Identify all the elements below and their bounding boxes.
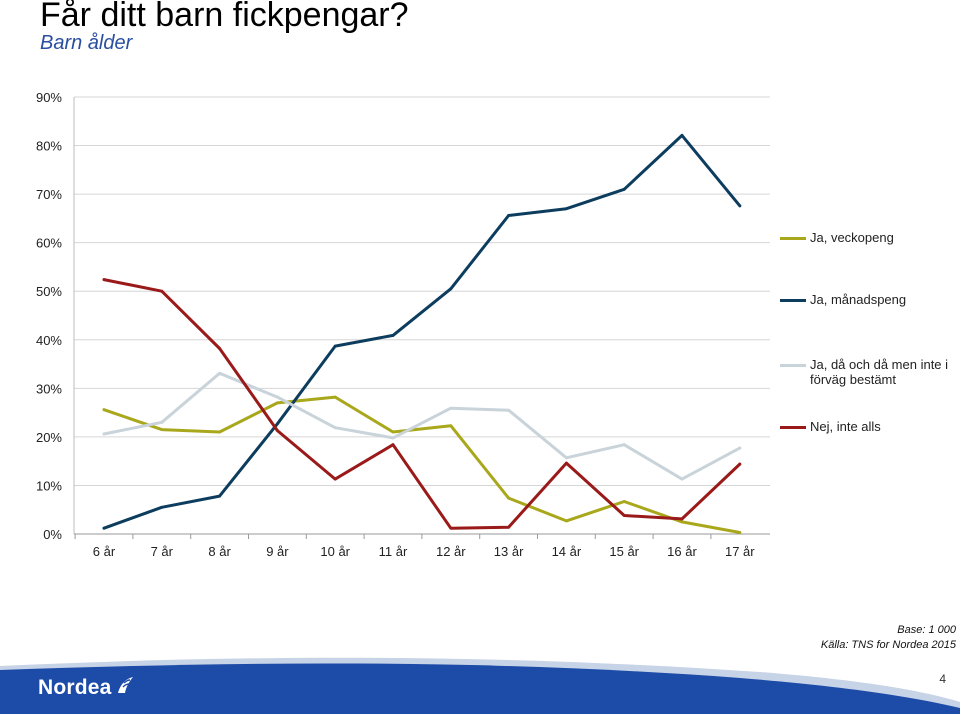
data-point: [333, 477, 337, 481]
data-point: [333, 426, 337, 430]
chart-subtitle: Barn ålder: [40, 32, 133, 54]
data-point: [507, 214, 510, 217]
source-credit: Källa: TNS for Nordea 2015: [820, 639, 956, 651]
source-base: Base: 1 000: [897, 624, 956, 636]
data-point: [102, 432, 106, 436]
x-tick-label: 12 år: [436, 544, 466, 559]
data-point: [391, 436, 395, 440]
x-tick-label: 8 år: [208, 544, 231, 559]
y-tick-label: 10%: [36, 478, 62, 493]
series-line-3: [102, 278, 742, 530]
x-tick-label: 6 år: [93, 544, 116, 559]
data-point: [391, 443, 395, 447]
data-point: [391, 430, 395, 434]
data-point: [565, 461, 568, 465]
data-point: [218, 430, 222, 434]
data-point: [218, 371, 222, 375]
legend-swatch: [780, 299, 806, 302]
data-point: [622, 187, 626, 191]
data-point: [680, 477, 684, 481]
data-point: [449, 406, 453, 410]
y-tick-label: 0%: [43, 527, 62, 542]
legend-label: Ja, veckopeng: [810, 230, 894, 245]
legend-swatch: [780, 237, 806, 240]
data-point: [680, 133, 684, 137]
data-point: [680, 517, 684, 521]
data-point: [565, 207, 568, 211]
legend-label: Nej, inte alls: [810, 419, 881, 434]
data-point: [218, 494, 222, 498]
series-line-0: [102, 395, 742, 534]
data-point: [333, 395, 337, 399]
x-tick-label: 7 år: [151, 544, 174, 559]
data-point: [507, 525, 510, 529]
data-point: [507, 408, 510, 412]
y-tick-label: 70%: [36, 187, 62, 202]
data-point: [449, 526, 453, 530]
data-point: [565, 456, 568, 460]
source-note: Base: 1 000 Källa: TNS for Nordea 2015: [821, 623, 956, 653]
data-point: [622, 500, 626, 503]
line-chart: 0% 10% 20% 30% 40% 50% 60% 70% 80% 90% 6 år 7 år 8 å…: [36, 90, 770, 559]
y-tick-label: 90%: [36, 90, 62, 105]
logo-sail-icon: [117, 677, 133, 693]
legend-label: Ja, då och då men inte i förväg bestämt: [810, 357, 949, 387]
data-point: [507, 496, 510, 500]
y-tick-label: 50%: [36, 284, 62, 299]
legend-swatch: [780, 426, 806, 429]
data-point: [102, 526, 106, 530]
data-point: [680, 520, 684, 524]
y-tick-label: 30%: [36, 381, 62, 396]
page-number: 4: [939, 672, 946, 686]
data-point: [738, 204, 742, 208]
x-tick-label: 17 år: [725, 544, 755, 559]
data-point: [160, 505, 164, 509]
data-point: [218, 347, 222, 350]
legend-label: Ja, månadspeng: [810, 292, 907, 307]
data-point: [738, 531, 742, 534]
data-point: [276, 429, 279, 432]
data-point: [449, 287, 453, 291]
data-point: [276, 401, 279, 405]
data-point: [449, 424, 453, 428]
data-point: [622, 514, 626, 517]
x-tick-label: 11 år: [379, 544, 408, 559]
x-tick-label: 16 år: [667, 544, 697, 559]
data-point: [102, 278, 106, 281]
x-tick-label: 13 år: [494, 544, 524, 559]
slide-title: Får ditt barn fickpengar?: [40, 0, 409, 34]
data-point: [333, 344, 337, 348]
data-point: [565, 519, 568, 523]
x-tick-label: 14 år: [552, 544, 582, 559]
footer-band: [0, 657, 960, 714]
data-point: [738, 462, 742, 466]
data-point: [738, 446, 742, 450]
y-tick-label: 20%: [36, 430, 62, 445]
logo-wordmark: Nordea: [38, 676, 112, 699]
data-point: [160, 428, 164, 432]
x-tick-label: 10 år: [320, 544, 350, 559]
data-point: [102, 408, 106, 412]
data-point: [276, 395, 279, 399]
y-tick-label: 40%: [36, 333, 62, 348]
x-tick-label: 15 år: [609, 544, 639, 559]
x-tick-label: 9 år: [266, 544, 289, 559]
series-line-1: [102, 133, 742, 530]
data-point: [276, 422, 279, 426]
legend-swatch: [780, 364, 806, 367]
y-tick-label: 80%: [36, 139, 62, 154]
series-line-2: [102, 371, 742, 481]
data-point: [622, 443, 626, 447]
data-point: [391, 334, 395, 337]
data-point: [160, 420, 164, 424]
nordea-logo: Nordea: [38, 676, 135, 700]
data-point: [160, 289, 164, 293]
y-tick-label: 60%: [36, 236, 62, 251]
